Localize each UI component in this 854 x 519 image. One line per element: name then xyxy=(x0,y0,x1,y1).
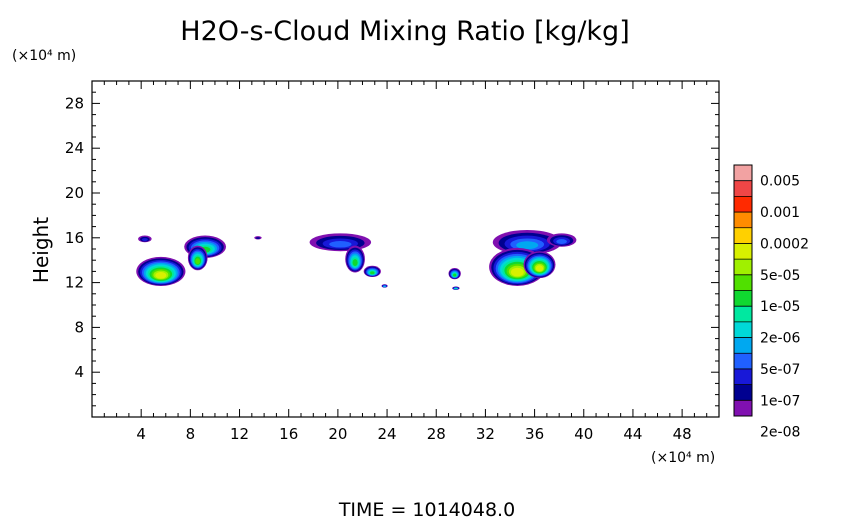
x-tick-label: 20 xyxy=(328,425,347,443)
cloud-contour-level xyxy=(516,241,539,250)
colorbar-swatch xyxy=(734,290,752,307)
x-tick-label: 48 xyxy=(673,425,692,443)
colorbar-label: 2e-08 xyxy=(760,425,800,441)
y-tick-label: 12 xyxy=(65,274,84,292)
cloud-contour-level xyxy=(352,259,358,267)
colorbar-swatch xyxy=(734,196,752,213)
cloud-cell xyxy=(345,245,365,273)
colorbar-swatch xyxy=(734,400,752,417)
y-unit-label: (×10⁴ m) xyxy=(12,48,76,64)
cloud-cell xyxy=(546,233,577,247)
x-tick-label: 28 xyxy=(427,425,446,443)
colorbar-swatch xyxy=(734,321,752,338)
colorbar-swatch xyxy=(734,337,752,354)
cloud-cell xyxy=(138,235,152,243)
y-tick-label: 16 xyxy=(65,229,84,247)
cloud-contour-level xyxy=(510,267,524,277)
cloud-contour-level xyxy=(535,265,544,272)
colorbar-swatch xyxy=(734,243,752,260)
cloud-cell xyxy=(363,265,381,277)
cloud-cell xyxy=(448,268,461,280)
cloud-field xyxy=(136,229,577,290)
colorbar-swatch xyxy=(734,384,752,401)
cloud-contour-level xyxy=(329,241,352,248)
cloud-cell xyxy=(187,245,208,271)
colorbar-swatch xyxy=(734,180,752,197)
cloud-contour-level xyxy=(155,272,167,279)
colorbar-label: 1e-07 xyxy=(760,393,800,409)
time-label: TIME = 1014048.0 xyxy=(338,499,515,519)
cloud-cell xyxy=(136,256,186,286)
cloud-cell xyxy=(523,251,556,279)
x-unit-label: (×10⁴ m) xyxy=(651,450,715,466)
colorbar-label: 0.005 xyxy=(760,174,800,190)
x-tick-label: 8 xyxy=(186,425,196,443)
x-tick-label: 24 xyxy=(378,425,397,443)
colorbar-label: 1e-05 xyxy=(760,299,800,315)
colorbar-swatch xyxy=(734,212,752,229)
colorbar-swatch xyxy=(734,259,752,276)
cloud-contour-level xyxy=(454,288,457,290)
x-tick-label: 44 xyxy=(623,425,642,443)
x-tick-label: 12 xyxy=(230,425,249,443)
colorbar-swatch xyxy=(734,165,752,181)
colorbar-legend: 0.005 0.001 0.0002 5e-05 1e-05 2e-06 5e-07 1e-0… xyxy=(733,164,809,441)
colorbar-label: 5e-07 xyxy=(760,362,800,378)
y-axis-label: Height xyxy=(29,217,53,283)
cloud-contour-level xyxy=(453,273,457,277)
colorbar-label: 2e-06 xyxy=(760,331,800,347)
y-tick-label: 24 xyxy=(65,139,84,157)
y-tick-label: 28 xyxy=(65,94,84,112)
cloud-contour-level xyxy=(370,271,375,275)
cloud-cell xyxy=(381,284,388,288)
cloud-cell xyxy=(254,236,262,240)
colorbar-swatch xyxy=(734,368,752,385)
colorbar-frame xyxy=(733,164,753,417)
colorbar-label: 0.001 xyxy=(760,205,800,221)
colorbar-label: 0.0002 xyxy=(760,236,809,252)
y-tick-label: 20 xyxy=(65,184,84,202)
y-tick-label: 8 xyxy=(74,318,84,336)
cloud-contour-level xyxy=(255,237,261,240)
cloud-contour-level xyxy=(195,258,201,265)
cloud-contour-level xyxy=(556,239,567,244)
x-tick-label: 32 xyxy=(476,425,495,443)
colorbar-swatch xyxy=(734,274,752,291)
x-tick-label: 16 xyxy=(279,425,298,443)
x-tick-label: 4 xyxy=(136,425,146,443)
cloud-cell xyxy=(309,233,372,252)
cloud-cell xyxy=(452,286,460,290)
x-tick-label: 40 xyxy=(574,425,593,443)
chart-title: H2O-s-Cloud Mixing Ratio [kg/kg] xyxy=(180,16,629,47)
colorbar-swatch xyxy=(734,306,752,323)
cloud-contour-level xyxy=(141,238,148,242)
colorbar-swatch xyxy=(734,227,752,244)
x-tick-label: 36 xyxy=(525,425,544,443)
y-tick-label: 4 xyxy=(74,363,84,381)
colorbar-label: 5e-05 xyxy=(760,268,800,284)
cloud-contour-level xyxy=(383,285,386,287)
colorbar-swatch xyxy=(734,353,752,370)
